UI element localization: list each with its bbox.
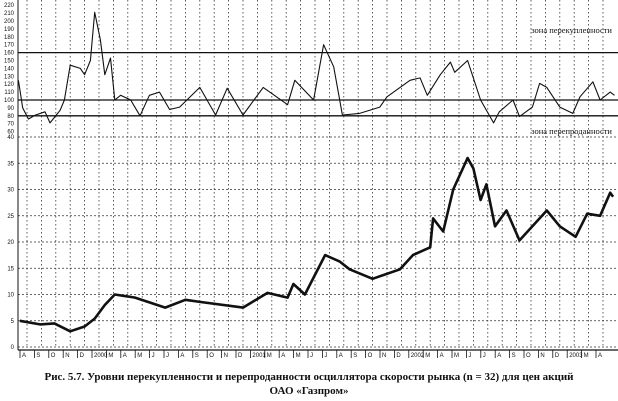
x-tick-label: O	[51, 353, 56, 359]
x-tick-label: A	[281, 353, 285, 359]
y-tick-label-lower: 5	[11, 319, 15, 325]
x-tick-label: D	[238, 353, 243, 359]
figure-caption-line2: ОАО «Газпром»	[269, 385, 349, 397]
x-tick-label: O	[209, 353, 214, 359]
x-tick-label: M	[137, 353, 142, 359]
y-tick-label-upper: 200	[4, 19, 15, 25]
x-tick-label: M	[296, 353, 301, 359]
x-tick-label: O	[526, 353, 531, 359]
y-tick-label-lower: 35	[7, 161, 14, 167]
y-tick-label-lower: 40	[7, 135, 14, 141]
figure-caption-line1: Рис. 5.7. Уровни перекупленности и переп…	[44, 371, 574, 383]
x-tick-label: M	[108, 353, 113, 359]
y-tick-label-upper: 180	[4, 35, 15, 41]
y-tick-label-upper: 140	[4, 66, 15, 72]
y-tick-label-upper: 120	[4, 82, 15, 88]
x-tick-label: J	[166, 353, 169, 359]
x-tick-label: M	[454, 353, 459, 359]
x-tick-label: D	[80, 353, 85, 359]
x-tick-label: S	[36, 353, 40, 359]
y-tick-label-upper: 80	[7, 114, 14, 120]
x-tick-label: 2001	[252, 353, 266, 359]
y-tick-label-lower: 25	[7, 214, 14, 220]
y-tick-label-upper: 170	[4, 43, 15, 49]
y-tick-label-upper: 90	[7, 106, 14, 112]
y-tick-label-upper: 160	[4, 51, 15, 57]
y-tick-label-lower: 15	[7, 266, 14, 272]
x-tick-label: A	[123, 353, 127, 359]
x-tick-label: A	[497, 353, 501, 359]
y-tick-label-lower: 0	[11, 345, 15, 351]
x-tick-label: D	[396, 353, 401, 359]
y-tick-label-lower: 20	[7, 240, 14, 246]
x-tick-label: A	[22, 353, 26, 359]
x-tick-label: 2003	[569, 353, 583, 359]
x-tick-label: S	[353, 353, 357, 359]
x-tick-label: S	[195, 353, 199, 359]
x-tick-label: J	[468, 353, 471, 359]
y-tick-label-upper: 150	[4, 59, 15, 65]
x-tick-label: A	[180, 353, 184, 359]
x-tick-label: N	[224, 353, 228, 359]
x-tick-label: S	[512, 353, 516, 359]
x-tick-label: A	[440, 353, 444, 359]
y-tick-label-upper: 110	[4, 90, 14, 96]
y-tick-label-upper: 220	[4, 3, 15, 9]
y-tick-label-lower: 30	[7, 188, 14, 194]
x-tick-label: 2002	[411, 353, 425, 359]
chart: A S O N D 2000 M A M J J A S O N D 2001 M A M J J A S O N D 2002 M A M…	[4, 0, 618, 359]
x-tick-label: J	[152, 353, 155, 359]
x-tick-label: J	[310, 353, 313, 359]
x-tick-label: M	[584, 353, 589, 359]
y-tick-label-upper: 130	[4, 74, 15, 80]
x-tick-label: M	[267, 353, 272, 359]
x-tick-label: A	[598, 353, 602, 359]
price-line	[19, 156, 615, 333]
x-tick-label: D	[555, 353, 560, 359]
x-tick-label: 2000	[94, 353, 108, 359]
y-tick-label-upper: 190	[4, 27, 15, 33]
y-tick-label-upper: 100	[4, 98, 15, 104]
x-tick-label: N	[382, 353, 386, 359]
y-tick-label-upper: 60	[7, 130, 14, 136]
x-tick-label: N	[540, 353, 544, 359]
y-tick-label-upper: 210	[4, 11, 15, 17]
oscillator-line	[17, 11, 615, 124]
oversold-zone-label: зона перепроданности	[531, 126, 612, 136]
overbought-zone-label: зона перекупленности	[531, 25, 612, 35]
y-tick-label-upper: 70	[7, 122, 14, 128]
x-tick-label: N	[65, 353, 69, 359]
x-tick-label: J	[483, 353, 486, 359]
x-tick-label: M	[425, 353, 430, 359]
x-tick-label: J	[324, 353, 327, 359]
x-tick-label: O	[368, 353, 373, 359]
y-tick-label-lower: 10	[7, 293, 14, 299]
x-tick-label: A	[339, 353, 343, 359]
